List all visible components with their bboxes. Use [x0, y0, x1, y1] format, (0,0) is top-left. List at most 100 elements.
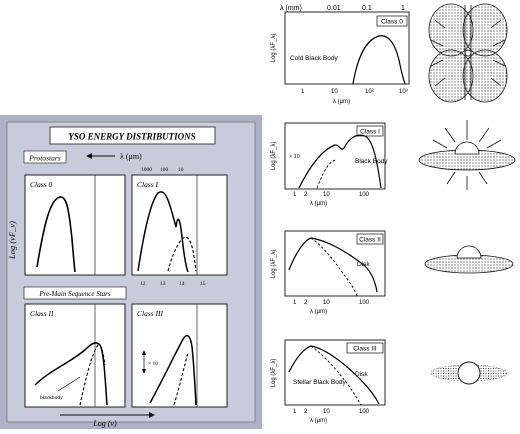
- x-axis-arrow-head: [149, 412, 155, 418]
- panel0-tick-1: 1: [301, 89, 305, 95]
- panel3-tick-1: 1: [293, 409, 297, 415]
- panel0-y-label: Log (λF_λ): [271, 34, 277, 63]
- panel1-class-label: Class I: [360, 129, 380, 136]
- pms-label: Pre-Main Sequence Stars: [38, 290, 111, 298]
- sed-panel-class0: Log (λF_λ) Class 0 Cold Black Body 1 10 …: [271, 11, 410, 105]
- panel3-note: Disk: [355, 371, 368, 378]
- sed-classes-figure: λ (mm) 0.01 0.1 1 Log (λF_λ) Class 0 Col…: [265, 0, 520, 429]
- panel0-class-box: [376, 15, 408, 27]
- panel0-tick-100: 10²: [365, 89, 374, 95]
- bottom-tick-15: 15: [200, 281, 206, 287]
- wavelength-axis-label: λ (μm): [120, 152, 142, 161]
- panel3-disk-curve: [310, 345, 362, 406]
- panel1-tick-1: 1: [293, 192, 297, 198]
- x-axis-label: Log (ν): [92, 419, 117, 428]
- panel1-tick-10: 10: [323, 192, 330, 198]
- bottom-tick-12: 12: [140, 281, 146, 287]
- class2-label: Class II: [30, 309, 54, 318]
- class2-star: [456, 245, 482, 259]
- panel0-tick-1000: 10³: [399, 89, 408, 95]
- panel0-tick-10: 10: [331, 89, 338, 95]
- panel2-curve: [288, 237, 378, 293]
- top-tick-01: 0.1: [362, 5, 372, 12]
- panel2-y-label: Log (λF_λ): [271, 250, 277, 279]
- yso-slide-svg: YSO ENERGY DISTRIBUTIONS Protostars λ (μ…: [0, 115, 262, 429]
- panel3-tick-10: 10: [323, 409, 330, 415]
- sed-panel-class3: Log (λF_λ) Class III Disk Stellar Black …: [271, 339, 386, 424]
- panel1-y-label: Log (λF_λ): [271, 142, 277, 171]
- panel2-x-label: λ (μm): [310, 309, 327, 315]
- panel3-curve: [288, 345, 380, 405]
- panel1-curve: [298, 134, 382, 189]
- protostar-core-front: [464, 49, 472, 57]
- top-tick-001: 0.01: [327, 5, 341, 12]
- panel2-tick-10: 10: [323, 300, 330, 306]
- y-axis-label: Log (νF_ν): [7, 221, 17, 260]
- panel3-x-label: λ (μm): [310, 418, 327, 424]
- panel3-class-label: Class III: [353, 346, 377, 353]
- panel1-class-box: [356, 125, 384, 137]
- slide-title: YSO ENERGY DISTRIBUTIONS: [68, 132, 195, 142]
- panel3-curve-label: Stellar Black Body: [293, 379, 346, 386]
- panel2-stellar-curve: [310, 237, 358, 297]
- x10-arrow-up: [142, 350, 146, 355]
- sed-classes-svg: λ (mm) 0.01 0.1 1 Log (λF_λ) Class 0 Col…: [271, 3, 516, 424]
- envelope-lobe-top-right: [462, 3, 508, 57]
- panel2-class-box: [356, 233, 384, 245]
- panel1-blackbody-curve: [316, 159, 336, 189]
- panel1-note: × 10: [289, 154, 300, 160]
- class1-label: Class I: [137, 180, 159, 189]
- wavelength-arrow-head: [86, 153, 92, 159]
- protostars-label-box: [23, 150, 67, 164]
- panel1-curve-label: Black Body: [355, 158, 388, 165]
- class3-star: [457, 361, 481, 385]
- class1-infall-arrows: [432, 120, 502, 190]
- cartoon-class1-disk: [418, 120, 516, 190]
- panel2-curve-label: Disk: [357, 261, 370, 268]
- top-tick-10: 10: [178, 167, 184, 173]
- class2-blackbody-curve: [79, 344, 106, 406]
- class0-box: [24, 174, 126, 276]
- panel3-class-box: [346, 342, 384, 354]
- sed-panel-class2: Log (λF_λ) Class II Disk 1 2 10 100 λ (μ…: [271, 230, 386, 315]
- bottom-tick-13: 13: [160, 281, 166, 287]
- x10-arrow-down: [142, 369, 146, 374]
- panel3-tick-2: 2: [304, 409, 308, 415]
- panel2-tick-100: 100: [359, 300, 370, 306]
- top-tick-100: 100: [160, 167, 169, 173]
- panel1-tick-100: 100: [359, 192, 370, 198]
- cartoon-class3-star: [430, 361, 508, 385]
- envelope-lobe-bottom-right: [462, 49, 508, 103]
- top-tick-1000: 1000: [141, 167, 152, 173]
- sed-panel-class1: Log (λF_λ) Class I × 10 Black Body 1 2 1…: [271, 122, 388, 207]
- pms-label-box: [23, 286, 127, 300]
- panel2-tick-1: 1: [293, 300, 297, 306]
- panel0-curve-label: Cold Black Body: [290, 55, 338, 62]
- top-axis-label: λ (mm): [280, 5, 302, 12]
- class0-sed-curve: [36, 196, 76, 273]
- cartoon-class2-disk: [424, 245, 514, 274]
- protostars-label: Protostars: [28, 154, 60, 163]
- panel0-class-label: Class 0: [381, 19, 403, 26]
- class1-star: [454, 141, 480, 155]
- bottom-tick-14: 14: [179, 281, 185, 287]
- class1-box: [131, 174, 228, 276]
- class3-sed-curve: [149, 334, 197, 406]
- panel1-tick-2: 2: [304, 192, 308, 198]
- panel0-x-label: λ (μm): [333, 99, 350, 105]
- class3-label: Class III: [137, 309, 164, 318]
- panel3-y-label: Log (λF_λ): [271, 359, 277, 388]
- x10-note: × 10: [148, 361, 158, 367]
- yso-slide: YSO ENERGY DISTRIBUTIONS Protostars λ (μ…: [0, 115, 262, 429]
- cartoon-class0-envelope: [428, 3, 508, 103]
- class3-box: [131, 303, 228, 408]
- title-box: [49, 126, 216, 145]
- panel1-x-label: λ (μm): [310, 201, 327, 207]
- panel0-curve: [352, 35, 406, 85]
- blackbody-pointer: [57, 376, 81, 392]
- panel3-tick-100: 100: [359, 409, 370, 415]
- panel2-class-label: Class II: [359, 237, 381, 244]
- class1-blackbody-curve: [167, 236, 197, 272]
- panel2-tick-2: 2: [304, 300, 308, 306]
- class3-blackbody-curve: [173, 352, 189, 406]
